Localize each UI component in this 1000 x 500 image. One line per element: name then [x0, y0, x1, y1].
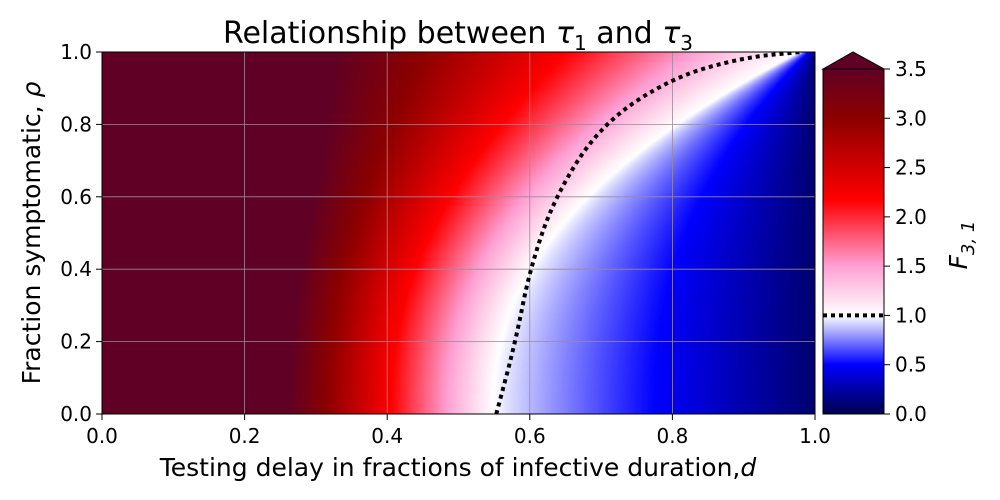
x-tick-label: 0.0 — [86, 424, 118, 448]
colorbar-tick-label: 3.5 — [895, 57, 927, 81]
x-axis-label-text: Testing delay in fractions of infective … — [159, 453, 741, 482]
x-tick-label: 0.2 — [229, 424, 261, 448]
colorbar-label: F3, 1 — [944, 221, 979, 270]
heatmap-image — [102, 52, 815, 414]
heatmap-area — [102, 52, 815, 414]
y-tick-label: 0.4 — [60, 257, 92, 281]
title-subscript-a: 1 — [574, 31, 587, 55]
colorbar-tick-label: 1.5 — [895, 254, 927, 278]
chart-title: Relationship between τ1 and τ3 — [223, 16, 693, 55]
y-axis-label-text: Fraction symptomatic, — [17, 97, 46, 384]
x-axis-label: Testing delay in fractions of infective … — [159, 453, 757, 482]
y-axis-label-var: ρ — [17, 81, 46, 97]
y-tick-label: 0.0 — [60, 402, 92, 426]
colorbar-gradient — [822, 68, 885, 415]
colorbar-tick-label: 2.5 — [895, 156, 927, 180]
colorbar-tick-label: 0.5 — [895, 353, 927, 377]
colorbar-extend-arrow — [821, 51, 885, 70]
colorbar-label-sub: 3, 1 — [958, 221, 979, 255]
colorbar-tick-label: 1.0 — [895, 303, 927, 327]
title-symbol-b: τ — [662, 16, 681, 51]
plot-frame — [101, 51, 816, 415]
colorbar-ticks: 0.0 0.5 1.0 1.5 2.0 2.5 3.0 3.5 — [884, 57, 927, 426]
y-axis-label: Fraction symptomatic, ρ — [17, 81, 46, 384]
y-axis-ticks: 0.0 0.2 0.4 0.6 0.8 1.0 — [60, 40, 102, 426]
x-tick-label: 0.4 — [371, 424, 403, 448]
title-text: Relationship between — [223, 16, 556, 51]
colorbar-tick-label: 0.0 — [895, 402, 927, 426]
colorbar: 0.0 0.5 1.0 1.5 2.0 2.5 3.0 3.5 F3, 1 — [821, 51, 979, 426]
title-symbol-a: τ — [556, 16, 575, 51]
x-tick-label: 0.6 — [514, 424, 546, 448]
colorbar-label-symbol: F — [944, 254, 973, 269]
colorbar-tick-label: 3.0 — [895, 106, 927, 130]
x-axis-label-var: d — [740, 453, 756, 482]
y-tick-label: 1.0 — [60, 40, 92, 64]
title-mid: and — [587, 16, 663, 51]
x-axis-ticks: 0.0 0.2 0.4 0.6 0.8 1.0 — [86, 414, 831, 448]
x-tick-label: 0.8 — [656, 424, 688, 448]
y-tick-label: 0.8 — [60, 112, 92, 136]
title-subscript-b: 3 — [680, 31, 693, 55]
y-tick-label: 0.2 — [60, 330, 92, 354]
x-tick-label: 1.0 — [799, 424, 831, 448]
y-tick-label: 0.6 — [60, 185, 92, 209]
colorbar-tick-label: 2.0 — [895, 205, 927, 229]
